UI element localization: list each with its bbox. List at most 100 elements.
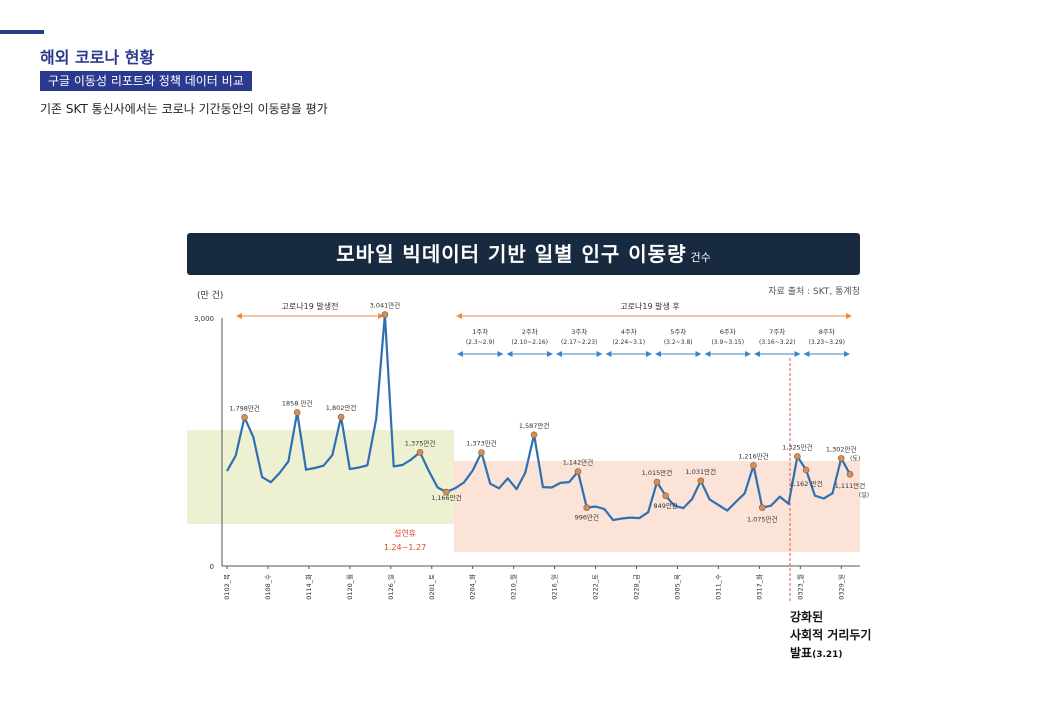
- data-label: 1,325만건: [782, 442, 813, 451]
- data-marker: [337, 413, 345, 421]
- pre-covid-zone: [187, 430, 454, 524]
- data-marker: [750, 462, 757, 469]
- data-marker: [846, 470, 854, 478]
- x-tick-label: 0311_수: [714, 574, 722, 600]
- data-label: 849만건: [654, 501, 678, 510]
- x-tick-label: 0329_일: [836, 574, 845, 600]
- data-label-note: (토): [850, 455, 860, 462]
- x-tick-label: 0216_일: [550, 574, 559, 600]
- week-range: (2.10~2.16): [512, 339, 548, 346]
- week-range: (3.2~3.8): [664, 339, 693, 346]
- holiday-range: 1.24~1.27: [384, 543, 426, 552]
- x-tick-label: 0210_월: [509, 574, 518, 600]
- data-marker: [794, 453, 801, 460]
- x-tick-label: 0126_일: [386, 574, 395, 600]
- data-marker: [241, 414, 248, 421]
- chart-title-banner: 모바일 빅데이터 기반 일별 인구 이동량 건수: [187, 233, 860, 275]
- data-marker: [574, 468, 582, 475]
- y-axis-label: (만 건): [197, 291, 224, 301]
- post-covid-zone: [454, 461, 860, 552]
- week-arrow-head-left: [754, 351, 760, 357]
- x-tick-label: 0114_화: [305, 574, 313, 600]
- week-arrow-head-right: [695, 351, 702, 357]
- pre-period-arrow-head-right: [378, 313, 384, 319]
- data-marker: [837, 455, 845, 462]
- data-label: 996만건: [575, 513, 599, 522]
- post-period-arrow-head-right: [846, 313, 852, 319]
- data-label: 1,373만건: [466, 438, 497, 447]
- announcement-line2: 사회적 거리두기: [790, 628, 872, 642]
- week-arrow-head-right: [794, 351, 801, 357]
- data-marker: [478, 449, 485, 456]
- week-range: (3.23~3.29): [809, 339, 845, 346]
- data-marker: [443, 488, 450, 496]
- announcement-date: (3.21): [812, 650, 843, 660]
- data-marker: [697, 477, 705, 485]
- x-tick-label: 0120_월: [345, 574, 354, 600]
- week-arrow-head-right: [745, 351, 751, 357]
- x-tick-label: 0108_수: [264, 574, 272, 600]
- announcement-line3: 발표: [790, 646, 813, 660]
- week-label: 2주차: [522, 327, 538, 336]
- series-line: [226, 313, 851, 522]
- data-label: 1,587만건: [519, 421, 550, 430]
- week-range: (2.3~2.9): [466, 339, 495, 346]
- policy-announcement: 강화된 사회적 거리두기 발표(3.21): [790, 608, 871, 664]
- data-marker: [662, 492, 670, 500]
- week-arrow-head-right: [596, 351, 603, 357]
- week-range: (3.9~3.15): [711, 339, 744, 346]
- week-arrow-head-left: [655, 351, 661, 357]
- data-label: 1,162 만건: [790, 479, 823, 488]
- week-arrow-head-left: [457, 351, 463, 357]
- week-range: (3.16~3.22): [759, 339, 795, 346]
- x-tick-label: 0317_화: [755, 574, 763, 600]
- data-marker: [583, 504, 591, 511]
- data-label: 1,111만건: [835, 481, 866, 490]
- week-label: 1주차: [472, 327, 488, 336]
- data-marker: [758, 504, 766, 511]
- data-label: 1,302만건: [826, 444, 857, 453]
- week-label: 7주차: [769, 327, 785, 336]
- week-arrow-head-right: [497, 351, 504, 357]
- data-label: 1,075만건: [747, 515, 778, 524]
- week-label: 6주차: [720, 327, 736, 336]
- data-label: 1,142만건: [563, 458, 594, 467]
- x-tick-label: 0323_월: [795, 574, 804, 600]
- accent-bar: [0, 30, 44, 34]
- data-label: 1858 만건: [282, 398, 313, 407]
- week-label: 5주차: [670, 327, 686, 336]
- y-tick-label: 3,000: [194, 315, 214, 323]
- data-marker: [416, 449, 424, 456]
- data-label: 1,216만건: [738, 451, 769, 460]
- holiday-label: 설연휴: [394, 528, 416, 538]
- data-label: 1,015만건: [642, 468, 673, 477]
- data-label: 1,166만건: [431, 493, 462, 502]
- post-period-label: 고로나19 발생 후: [620, 301, 679, 311]
- announcement-line1: 강화된: [790, 610, 824, 624]
- data-marker: [381, 311, 389, 318]
- data-label: 1,375만건: [405, 438, 436, 447]
- data-label: 1,031만건: [686, 467, 717, 476]
- chart-source: 자료 출처 : SKT, 통계청: [768, 287, 860, 297]
- week-arrow-head-left: [704, 351, 711, 357]
- week-label: 8주차: [819, 327, 835, 336]
- subtitle-badge: 구글 이동성 리포트와 정책 데이터 비교: [40, 71, 252, 91]
- x-tick-label: 0222_토: [592, 574, 600, 600]
- data-marker: [653, 478, 661, 486]
- post-period-arrow-head-left: [456, 313, 462, 319]
- description-text: 기존 SKT 통신사에서는 코로나 기간동안의 이동량을 평가: [40, 102, 328, 116]
- data-marker: [530, 431, 538, 439]
- data-label: 1,798만건: [229, 403, 260, 412]
- data-marker: [802, 466, 810, 474]
- x-tick-label: 0201_토: [428, 574, 436, 600]
- chart-title: 모바일 빅데이터 기반 일별 인구 이동량: [336, 242, 687, 266]
- week-arrow-head-left: [803, 351, 810, 357]
- data-label-note: (일): [859, 491, 869, 499]
- week-arrow-head-right: [646, 351, 652, 357]
- x-tick-label: 0204_화: [469, 574, 477, 600]
- data-marker: [293, 409, 301, 416]
- week-range: (2.17~2.23): [561, 339, 597, 346]
- week-range: (2.24~3.1): [612, 339, 645, 346]
- week-arrow-head-left: [506, 351, 513, 357]
